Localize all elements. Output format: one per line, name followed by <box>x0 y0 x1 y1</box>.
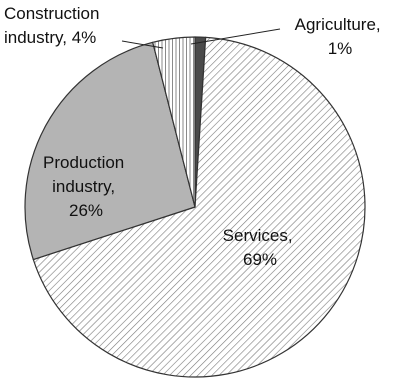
label-agriculture: Agriculture, 1% <box>295 15 386 58</box>
label-services-line-2: 69% <box>243 250 277 269</box>
label-construction: Construction industry, 4% <box>4 4 104 47</box>
label-construction-line-2: industry, 4% <box>4 28 96 47</box>
pie-slice-production-industry <box>24 41 196 261</box>
label-services: Services, 69% <box>223 226 298 269</box>
label-services-line-1: Services, <box>223 226 293 245</box>
label-production: Production industry, 26% <box>43 153 129 220</box>
label-agriculture-line-2: 1% <box>328 39 353 58</box>
label-agriculture-line-1: Agriculture, <box>295 15 381 34</box>
leader-line-construction <box>121 40 164 49</box>
label-construction-line-1: Construction <box>4 4 99 23</box>
label-production-line-2: industry, <box>52 177 115 196</box>
leader-line-agriculture <box>190 28 281 45</box>
label-production-line-3: 26% <box>69 201 103 220</box>
pie-slice-construction-industry <box>152 36 196 208</box>
pie-slice-services <box>32 36 366 378</box>
label-production-line-1: Production <box>43 153 124 172</box>
